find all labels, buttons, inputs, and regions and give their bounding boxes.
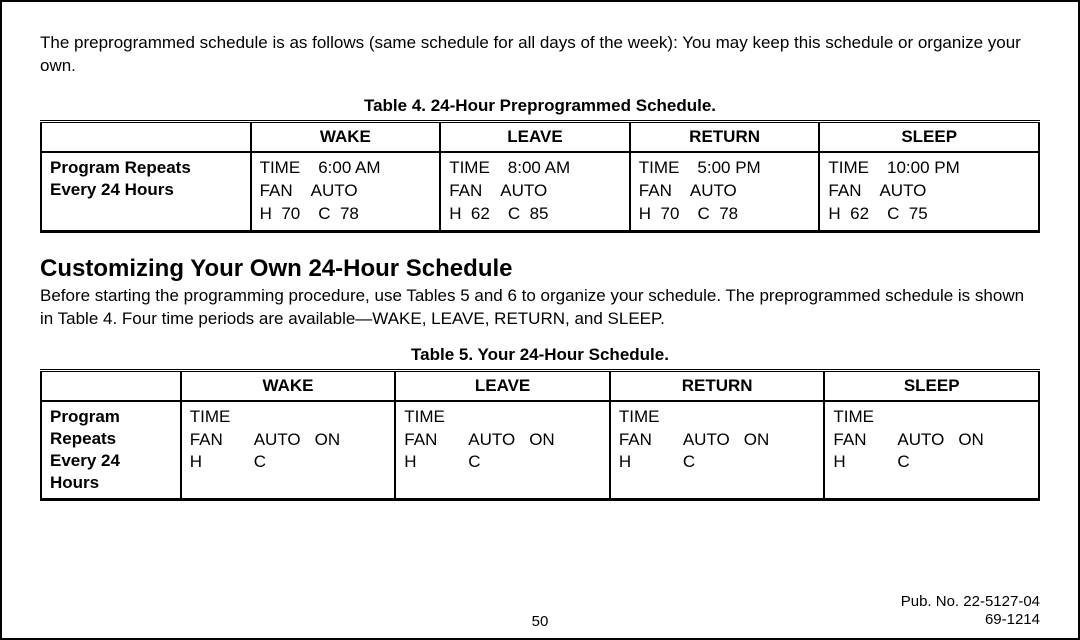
leave-time: 8:00 AM <box>508 157 570 180</box>
label-time: TIME <box>404 406 445 429</box>
label-on: ON <box>315 429 341 452</box>
table5-leave-cell: TIME FAN AUTO ON HC <box>395 401 610 500</box>
table5-col-wake: WAKE <box>181 370 396 401</box>
table5-col-leave: LEAVE <box>395 370 610 401</box>
table4-blank-header <box>41 121 251 152</box>
label-time: TIME <box>828 157 869 180</box>
section-body: Before starting the programming procedur… <box>40 285 1040 331</box>
table4-col-wake: WAKE <box>251 121 441 152</box>
return-time: 5:00 PM <box>697 157 760 180</box>
table4-header-row: WAKE LEAVE RETURN SLEEP <box>41 121 1039 152</box>
table4-row-header: Program RepeatsEvery 24 Hours <box>41 152 251 231</box>
label-auto: AUTO <box>468 429 515 452</box>
label-fan: FAN <box>828 180 861 203</box>
label-h: H <box>619 451 669 474</box>
label-auto: AUTO <box>683 429 730 452</box>
table5-data-row: ProgramRepeatsEvery 24Hours TIME FAN AUTO… <box>41 401 1039 500</box>
table5-col-sleep: SLEEP <box>824 370 1039 401</box>
page-number: 50 <box>40 613 1040 630</box>
table4: WAKE LEAVE RETURN SLEEP Program RepeatsE… <box>40 120 1040 233</box>
table5-return-cell: TIME FAN AUTO ON HC <box>610 401 825 500</box>
label-fan: FAN <box>404 429 454 452</box>
leave-c: C 85 <box>508 203 549 226</box>
section-heading: Customizing Your Own 24-Hour Schedule <box>40 255 1040 283</box>
table5-wake-cell: TIME FAN AUTO ON HC <box>181 401 396 500</box>
table5-blank-header <box>41 370 181 401</box>
table4-wake-cell: TIME 6:00 AM FAN AUTO H 70 C 78 <box>251 152 441 231</box>
label-time: TIME <box>833 406 874 429</box>
label-c: C <box>254 451 266 474</box>
label-auto: AUTO <box>897 429 944 452</box>
table4-sleep-cell: TIME 10:00 PM FAN AUTO H 62 C 75 <box>819 152 1039 231</box>
table4-col-leave: LEAVE <box>440 121 630 152</box>
label-auto: AUTO <box>254 429 301 452</box>
table4-col-return: RETURN <box>630 121 820 152</box>
wake-time: 6:00 AM <box>318 157 380 180</box>
label-time: TIME <box>639 157 680 180</box>
label-fan: FAN <box>190 429 240 452</box>
return-h: H 70 <box>639 203 680 226</box>
sleep-time: 10:00 PM <box>887 157 960 180</box>
label-fan: FAN <box>260 180 293 203</box>
leave-h: H 62 <box>449 203 490 226</box>
wake-c: C 78 <box>318 203 359 226</box>
table4-col-sleep: SLEEP <box>819 121 1039 152</box>
table5-header-row: WAKE LEAVE RETURN SLEEP <box>41 370 1039 401</box>
label-c: C <box>897 451 909 474</box>
return-c: C 78 <box>697 203 738 226</box>
label-on: ON <box>958 429 984 452</box>
label-c: C <box>683 451 695 474</box>
table5-sleep-cell: TIME FAN AUTO ON HC <box>824 401 1039 500</box>
label-h: H <box>404 451 454 474</box>
label-c: C <box>468 451 480 474</box>
label-h: H <box>190 451 240 474</box>
label-fan: FAN <box>639 180 672 203</box>
wake-h: H 70 <box>260 203 301 226</box>
label-fan: FAN <box>449 180 482 203</box>
label-time: TIME <box>619 406 660 429</box>
wake-fan: AUTO <box>311 180 358 203</box>
label-h: H <box>833 451 883 474</box>
pub-number: Pub. No. 22-5127-04 <box>901 593 1040 612</box>
sleep-c: C 75 <box>887 203 928 226</box>
label-time: TIME <box>260 157 301 180</box>
table5: WAKE LEAVE RETURN SLEEP ProgramRepeatsEv… <box>40 369 1040 501</box>
label-on: ON <box>529 429 555 452</box>
label-on: ON <box>744 429 770 452</box>
label-time: TIME <box>449 157 490 180</box>
table5-caption: Table 5. Your 24-Hour Schedule. <box>40 345 1040 365</box>
doc-code: 69-1214 <box>901 611 1040 630</box>
intro-text: The preprogrammed schedule is as follows… <box>40 32 1040 78</box>
table4-data-row: Program RepeatsEvery 24 Hours TIME 6:00 A… <box>41 152 1039 231</box>
sleep-h: H 62 <box>828 203 869 226</box>
table5-row-header: ProgramRepeatsEvery 24Hours <box>41 401 181 500</box>
table4-return-cell: TIME 5:00 PM FAN AUTO H 70 C 78 <box>630 152 820 231</box>
sleep-fan: AUTO <box>879 180 926 203</box>
label-time: TIME <box>190 406 231 429</box>
leave-fan: AUTO <box>500 180 547 203</box>
return-fan: AUTO <box>690 180 737 203</box>
table4-leave-cell: TIME 8:00 AM FAN AUTO H 62 C 85 <box>440 152 630 231</box>
table4-caption: Table 4. 24-Hour Preprogrammed Schedule. <box>40 96 1040 116</box>
label-fan: FAN <box>833 429 883 452</box>
table5-col-return: RETURN <box>610 370 825 401</box>
label-fan: FAN <box>619 429 669 452</box>
page: The preprogrammed schedule is as follows… <box>0 0 1080 640</box>
